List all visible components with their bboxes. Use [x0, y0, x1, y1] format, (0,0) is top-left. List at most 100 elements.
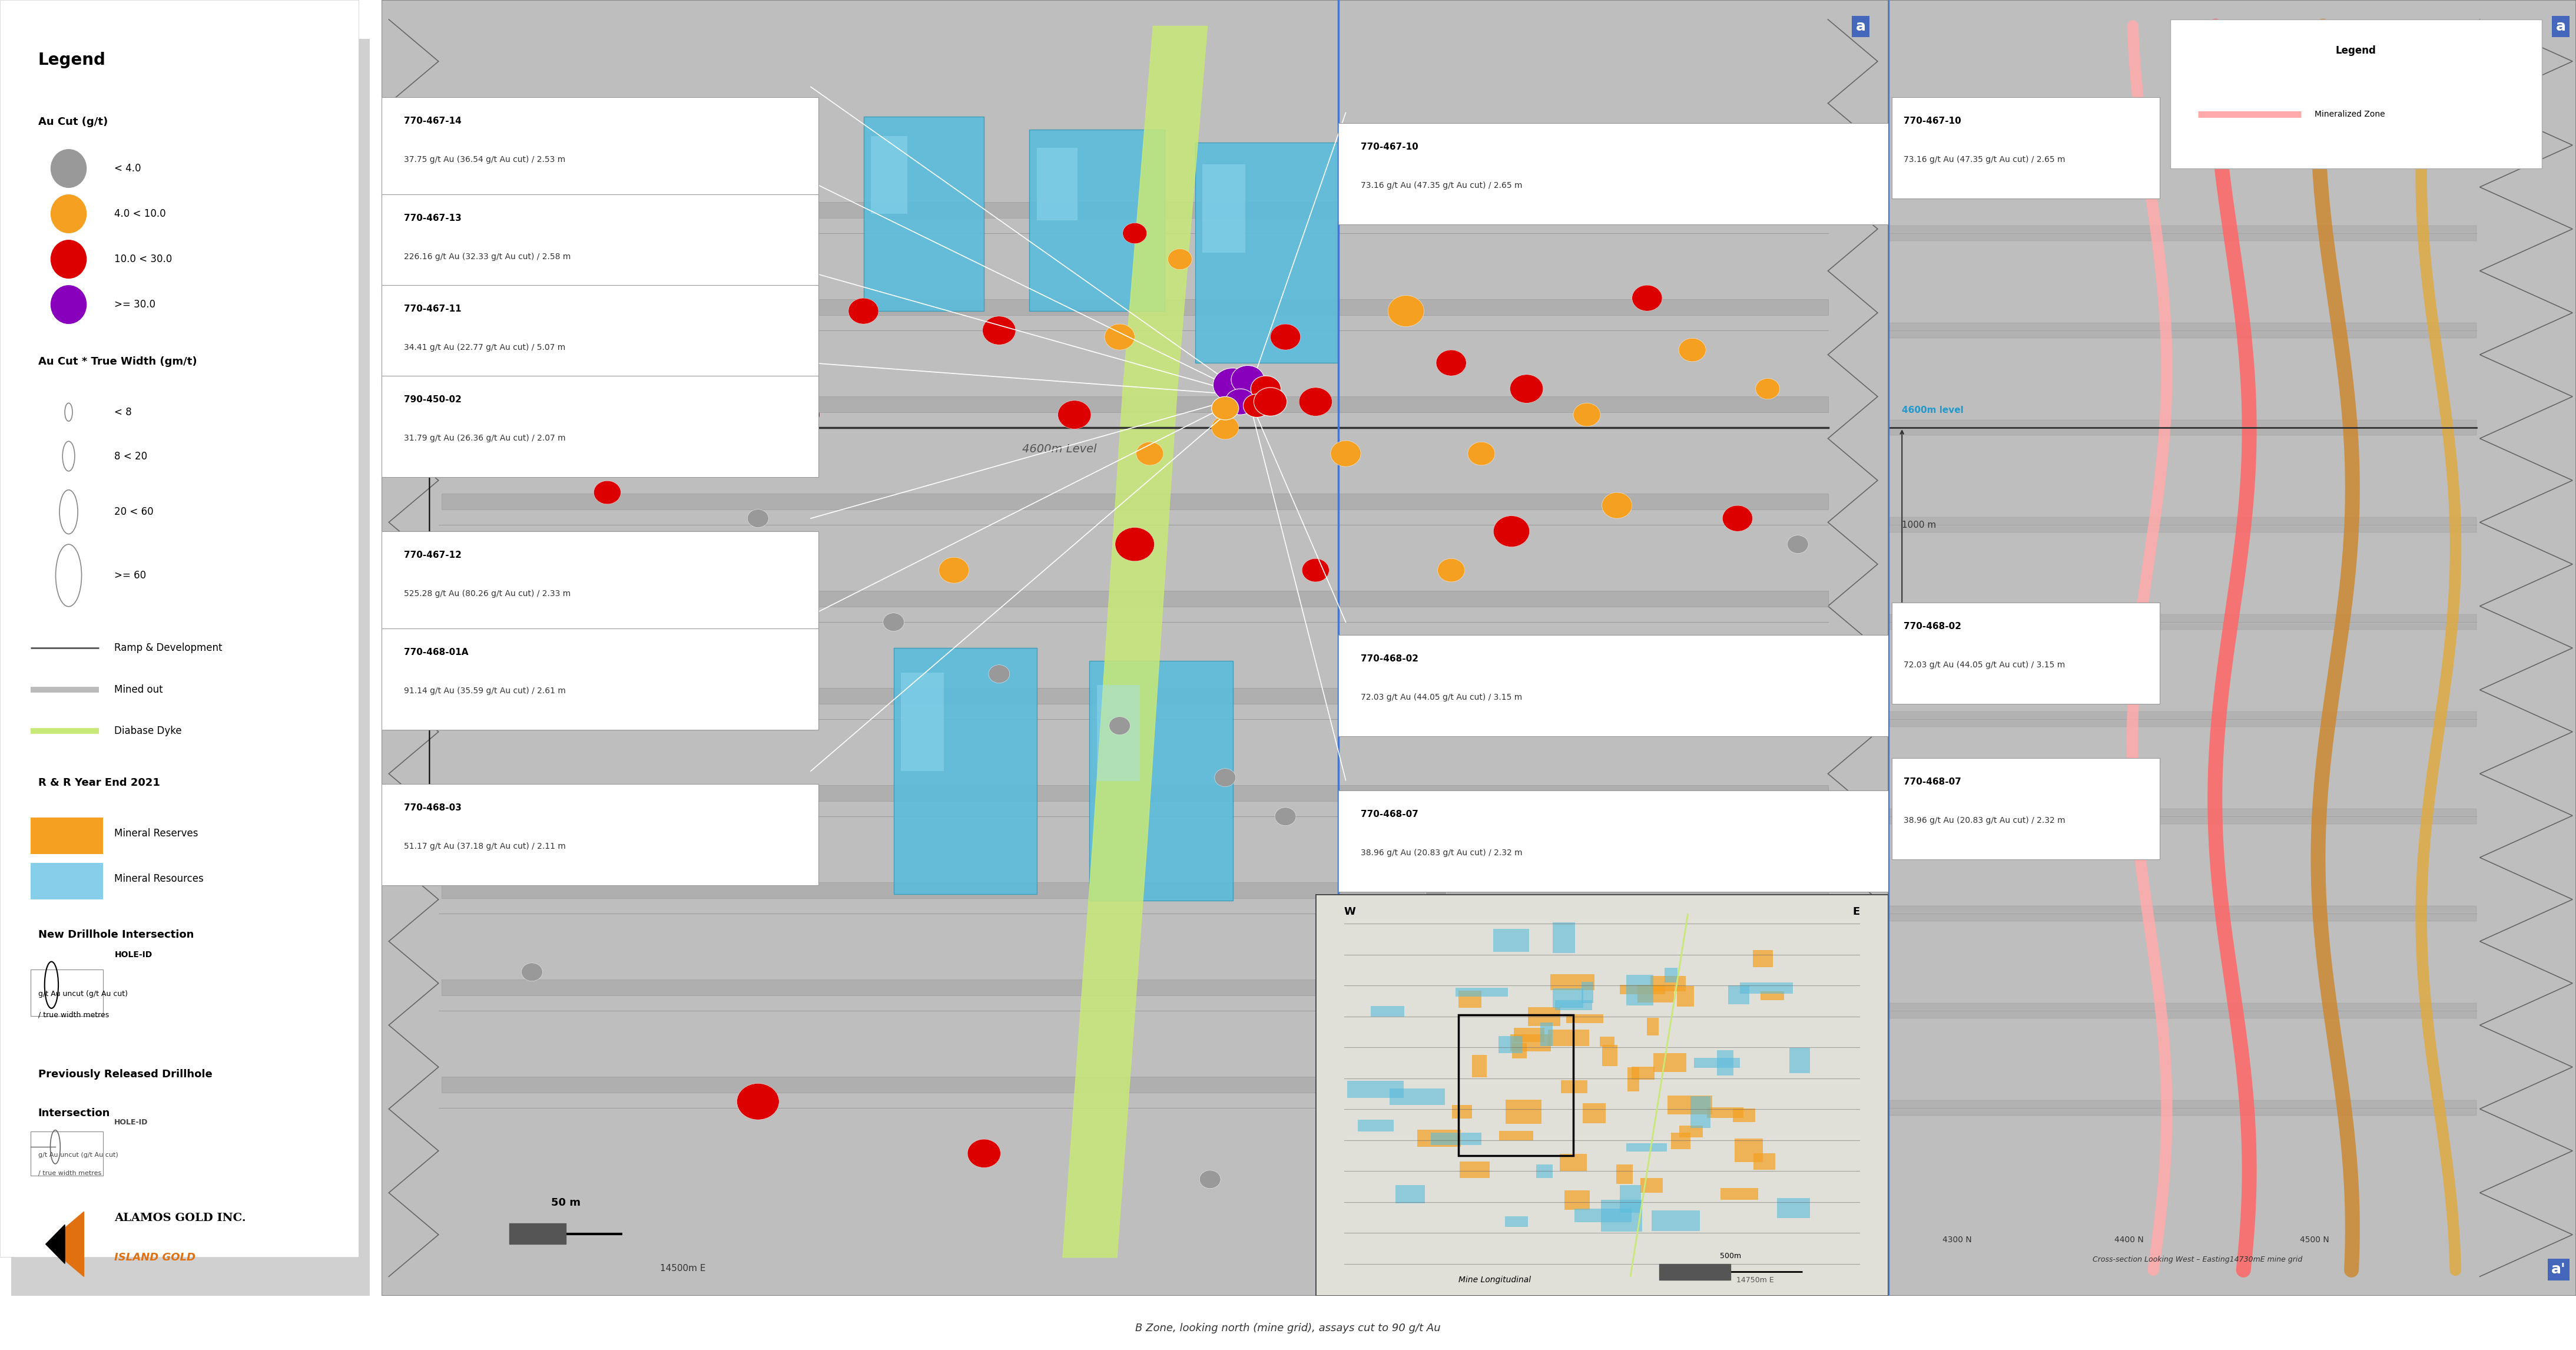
FancyBboxPatch shape: [1504, 1216, 1528, 1227]
Ellipse shape: [64, 404, 72, 421]
Text: 4600m level: 4600m level: [1901, 406, 1963, 414]
FancyBboxPatch shape: [894, 648, 1036, 894]
FancyBboxPatch shape: [1471, 1054, 1486, 1077]
Ellipse shape: [52, 240, 88, 278]
FancyBboxPatch shape: [1664, 968, 1677, 983]
Text: Mineral Resources: Mineral Resources: [113, 873, 204, 884]
Circle shape: [1298, 387, 1332, 416]
Circle shape: [1059, 401, 1092, 429]
FancyBboxPatch shape: [2169, 19, 2543, 169]
FancyBboxPatch shape: [1759, 991, 1785, 1000]
FancyBboxPatch shape: [1453, 1104, 1471, 1118]
Ellipse shape: [52, 194, 88, 234]
Text: 500m: 500m: [1721, 1253, 1741, 1260]
FancyBboxPatch shape: [1734, 1138, 1762, 1162]
Text: 4600m Level: 4600m Level: [1023, 443, 1097, 455]
FancyBboxPatch shape: [1888, 614, 2476, 630]
Circle shape: [1468, 441, 1494, 466]
FancyBboxPatch shape: [1582, 1103, 1605, 1123]
FancyBboxPatch shape: [440, 786, 1829, 801]
FancyBboxPatch shape: [1030, 130, 1164, 311]
Text: 72.03 g/t Au (44.05 g/t Au cut) / 3.15 m: 72.03 g/t Au (44.05 g/t Au cut) / 3.15 m: [1360, 694, 1522, 702]
FancyBboxPatch shape: [863, 116, 984, 311]
Ellipse shape: [57, 544, 82, 606]
Text: ISLAND GOLD: ISLAND GOLD: [113, 1251, 196, 1262]
Text: 770-468-07: 770-468-07: [1360, 810, 1419, 819]
Circle shape: [981, 316, 1015, 344]
Circle shape: [1510, 374, 1543, 404]
Text: New Drillhole Intersection: New Drillhole Intersection: [39, 929, 193, 940]
Text: 51.17 g/t Au (37.18 g/t Au cut) / 2.11 m: 51.17 g/t Au (37.18 g/t Au cut) / 2.11 m: [404, 842, 567, 851]
FancyBboxPatch shape: [1494, 929, 1530, 952]
Text: Au Cut * True Width (gm/t): Au Cut * True Width (gm/t): [39, 356, 196, 367]
Ellipse shape: [52, 285, 88, 324]
Text: 37.75 g/t Au (36.54 g/t Au cut) / 2.53 m: 37.75 g/t Au (36.54 g/t Au cut) / 2.53 m: [404, 155, 564, 163]
Text: >= 60: >= 60: [113, 570, 147, 580]
Circle shape: [1649, 636, 1677, 660]
Circle shape: [1211, 397, 1239, 420]
FancyBboxPatch shape: [1097, 684, 1141, 780]
Circle shape: [1494, 516, 1530, 547]
Text: 91.14 g/t Au (35.59 g/t Au cut) / 2.61 m: 91.14 g/t Au (35.59 g/t Au cut) / 2.61 m: [404, 687, 567, 695]
Circle shape: [1425, 886, 1448, 903]
Circle shape: [670, 830, 696, 855]
FancyBboxPatch shape: [1646, 1018, 1659, 1035]
Text: 525.28 g/t Au (80.26 g/t Au cut) / 2.33 m: 525.28 g/t Au (80.26 g/t Au cut) / 2.33 …: [404, 590, 572, 598]
Text: 1100 m: 1100 m: [1901, 689, 1937, 698]
Text: 770-467-14: 770-467-14: [404, 116, 461, 126]
FancyBboxPatch shape: [381, 629, 819, 729]
Text: 4300 N: 4300 N: [1942, 1235, 1971, 1245]
FancyBboxPatch shape: [1337, 634, 1896, 736]
FancyBboxPatch shape: [1455, 988, 1507, 996]
FancyBboxPatch shape: [1888, 1003, 2476, 1019]
FancyBboxPatch shape: [381, 375, 819, 477]
Circle shape: [1788, 535, 1808, 554]
FancyBboxPatch shape: [1651, 976, 1685, 991]
Circle shape: [1437, 350, 1466, 375]
FancyBboxPatch shape: [1370, 1006, 1404, 1017]
FancyBboxPatch shape: [440, 494, 1829, 509]
FancyBboxPatch shape: [10, 39, 371, 1296]
Text: 770-468-02: 770-468-02: [1360, 655, 1419, 663]
FancyBboxPatch shape: [1891, 97, 2159, 198]
Circle shape: [1723, 505, 1752, 532]
Circle shape: [1200, 1170, 1221, 1188]
Circle shape: [1105, 324, 1133, 350]
Text: Mineralized Zone: Mineralized Zone: [2316, 109, 2385, 119]
Text: Diabase Dyke: Diabase Dyke: [113, 726, 183, 736]
Circle shape: [520, 354, 544, 373]
FancyBboxPatch shape: [1654, 1053, 1687, 1072]
Text: 4.0 < 10.0: 4.0 < 10.0: [113, 208, 165, 219]
FancyBboxPatch shape: [1551, 975, 1595, 991]
Circle shape: [1388, 296, 1425, 327]
Circle shape: [1216, 768, 1236, 787]
FancyBboxPatch shape: [1347, 1081, 1404, 1098]
FancyBboxPatch shape: [1620, 986, 1664, 994]
Text: 790-450-02: 790-450-02: [404, 396, 461, 404]
Circle shape: [747, 509, 768, 528]
Text: ← 1000 m: ← 1000 m: [415, 613, 422, 657]
Circle shape: [989, 664, 1010, 683]
Text: 1000 m: 1000 m: [1901, 521, 1937, 529]
Text: g/t Au uncut (g/t Au cut): g/t Au uncut (g/t Au cut): [39, 1152, 118, 1158]
Circle shape: [1350, 859, 1370, 878]
Text: Legend: Legend: [39, 51, 106, 69]
Text: 770-467-13: 770-467-13: [404, 213, 461, 223]
Circle shape: [1577, 937, 1597, 956]
FancyBboxPatch shape: [1195, 143, 1337, 363]
Text: 14500m E: 14500m E: [659, 1264, 706, 1273]
FancyBboxPatch shape: [381, 532, 819, 632]
FancyBboxPatch shape: [1888, 1100, 2476, 1116]
FancyBboxPatch shape: [1708, 1107, 1744, 1118]
FancyBboxPatch shape: [440, 689, 1829, 703]
Text: < 8: < 8: [113, 406, 131, 417]
Circle shape: [1252, 375, 1280, 402]
FancyBboxPatch shape: [1417, 1130, 1461, 1146]
FancyBboxPatch shape: [1316, 894, 1888, 1296]
FancyBboxPatch shape: [381, 0, 1888, 1296]
FancyBboxPatch shape: [1641, 1179, 1662, 1193]
Text: 226.16 g/t Au (32.33 g/t Au cut) / 2.58 m: 226.16 g/t Au (32.33 g/t Au cut) / 2.58 …: [404, 252, 572, 261]
Text: 31.79 g/t Au (26.36 g/t Au cut) / 2.07 m: 31.79 g/t Au (26.36 g/t Au cut) / 2.07 m: [404, 435, 567, 443]
FancyBboxPatch shape: [1888, 225, 2476, 242]
FancyBboxPatch shape: [1561, 1080, 1587, 1094]
